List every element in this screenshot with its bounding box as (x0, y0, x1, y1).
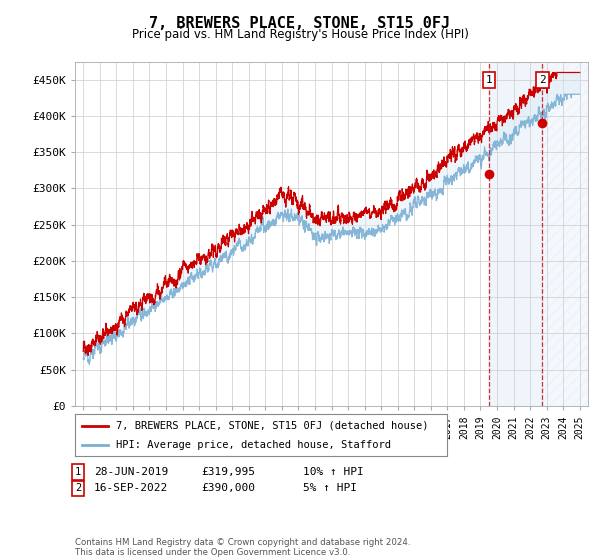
Text: 1: 1 (75, 467, 81, 477)
Text: 16-SEP-2022: 16-SEP-2022 (94, 483, 169, 493)
Text: £390,000: £390,000 (201, 483, 255, 493)
Text: 28-JUN-2019: 28-JUN-2019 (94, 467, 169, 477)
Text: Price paid vs. HM Land Registry's House Price Index (HPI): Price paid vs. HM Land Registry's House … (131, 28, 469, 41)
Text: 10% ↑ HPI: 10% ↑ HPI (303, 467, 364, 477)
Text: 2: 2 (539, 74, 546, 85)
Bar (489, 62, 542, 406)
Text: 1: 1 (485, 74, 492, 85)
Text: 5% ↑ HPI: 5% ↑ HPI (303, 483, 357, 493)
Bar (542, 62, 588, 406)
Text: 2: 2 (75, 483, 81, 493)
Text: Contains HM Land Registry data © Crown copyright and database right 2024.
This d: Contains HM Land Registry data © Crown c… (75, 538, 410, 557)
Text: HPI: Average price, detached house, Stafford: HPI: Average price, detached house, Staf… (116, 440, 391, 450)
Text: 7, BREWERS PLACE, STONE, ST15 0FJ: 7, BREWERS PLACE, STONE, ST15 0FJ (149, 16, 451, 31)
Text: £319,995: £319,995 (201, 467, 255, 477)
Text: 7, BREWERS PLACE, STONE, ST15 0FJ (detached house): 7, BREWERS PLACE, STONE, ST15 0FJ (detac… (116, 421, 428, 431)
